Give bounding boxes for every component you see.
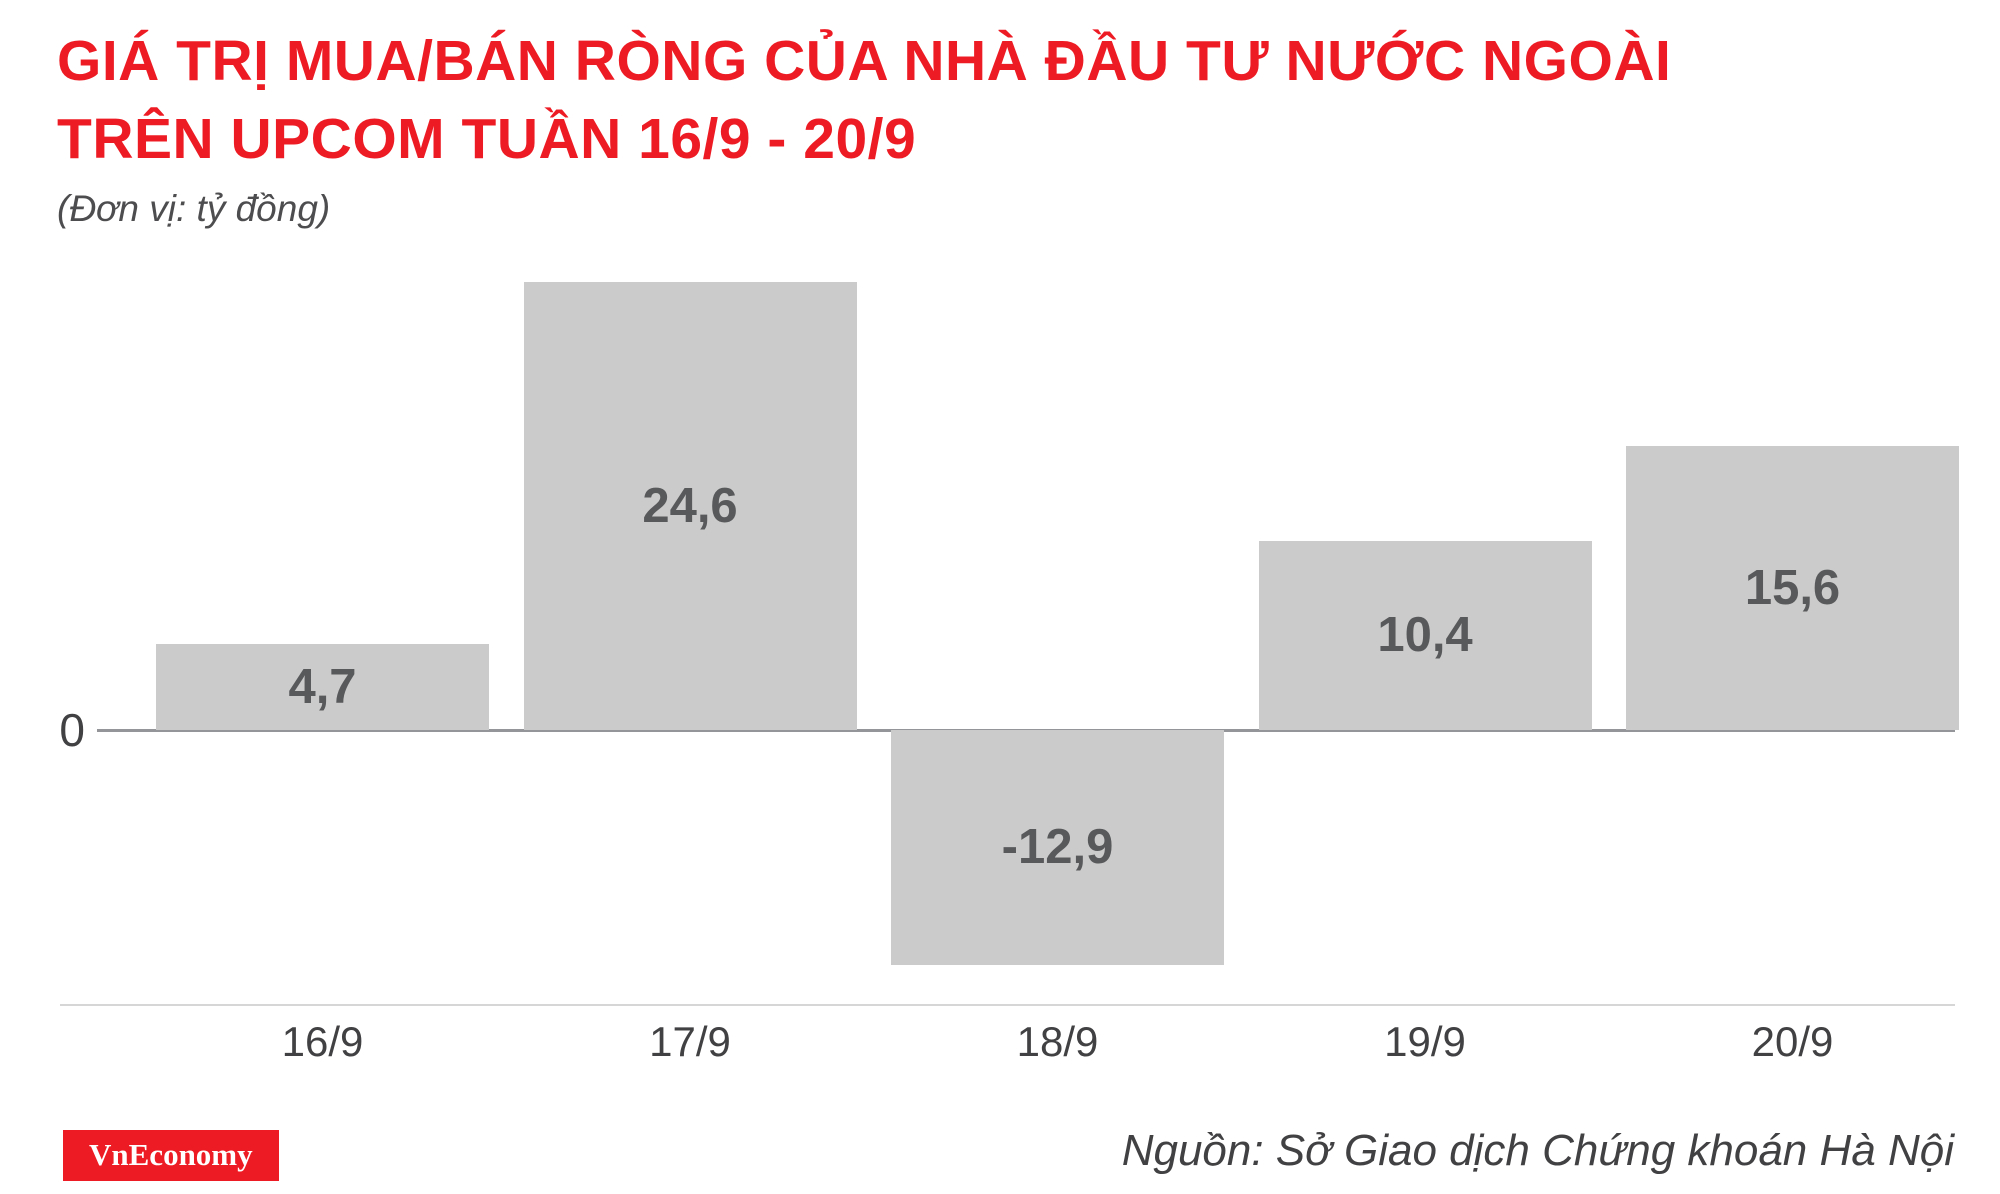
chart-title-line2: TRÊN UPCOM TUẦN 16/9 - 20/9 — [57, 107, 917, 171]
bar-value-label: 15,6 — [1744, 561, 1841, 616]
source-credit: Nguồn: Sở Giao dịch Chứng khoán Hà Nội — [1121, 1126, 1954, 1175]
bar-value-label: 10,4 — [1377, 608, 1473, 663]
bar-17-9 — [523, 282, 857, 730]
chart-title: GIÁ TRỊ MUA/BÁN RÒNG CỦA NHÀ ĐẦU TƯ NƯỚC… — [57, 22, 1671, 178]
bar-20-9 — [1626, 446, 1959, 730]
vneconomy-logo: VnEconomy — [63, 1130, 279, 1181]
bar-value-label: -12,9 — [1001, 820, 1114, 875]
chart-unit-subtitle: (Đơn vị: tỷ đồng) — [57, 188, 331, 229]
y-axis-zero-label: 0 — [59, 704, 85, 756]
bar-19-9 — [1258, 540, 1592, 730]
chart-title-line1: GIÁ TRỊ MUA/BÁN RÒNG CỦA NHÀ ĐẦU TƯ NƯỚC… — [57, 29, 1672, 93]
x-axis-line — [60, 1004, 1955, 1006]
bar-18-9 — [891, 730, 1224, 965]
x-axis-label: 20/9 — [1751, 1018, 1834, 1065]
bar-value-label: 4,7 — [288, 660, 357, 715]
x-axis-label: 19/9 — [1384, 1018, 1466, 1065]
x-axis-label: 17/9 — [649, 1018, 731, 1065]
x-axis-label: 18/9 — [1016, 1018, 1099, 1065]
bar-16-9 — [156, 644, 489, 730]
x-axis-label: 16/9 — [281, 1018, 364, 1065]
bar-value-label: 24,6 — [642, 479, 738, 534]
